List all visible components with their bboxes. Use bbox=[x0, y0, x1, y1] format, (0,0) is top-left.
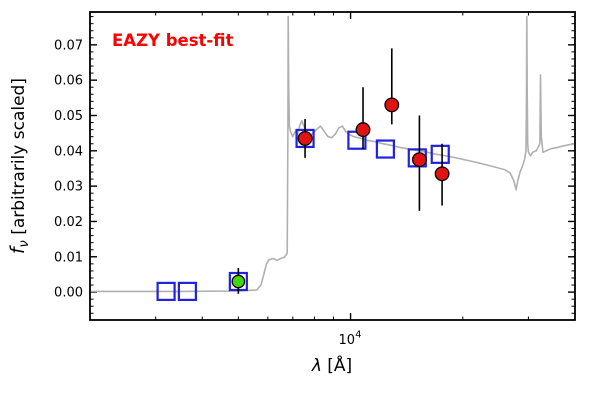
photometry-point bbox=[297, 130, 313, 146]
photometry-point bbox=[384, 97, 400, 113]
y-tick-label: 0.06 bbox=[54, 74, 83, 89]
model-photometry-square bbox=[430, 144, 450, 164]
model-photometry-square bbox=[375, 139, 395, 159]
y-tick-label: 0.00 bbox=[54, 286, 83, 301]
photometry-point bbox=[434, 166, 450, 182]
x-axis-label: λ [Å] bbox=[311, 354, 352, 376]
y-tick-label: 0.03 bbox=[54, 180, 83, 195]
model-photometry-square bbox=[177, 281, 197, 301]
y-axis-label-sub: ν bbox=[17, 240, 32, 247]
model-spectrum bbox=[90, 15, 575, 293]
chart-content: 0.00 0.01 0.02 0.03 0.04 0.05 0.06 0.07 bbox=[54, 12, 575, 320]
y-axis-label-f: f bbox=[8, 245, 29, 254]
plot-frame bbox=[89, 11, 576, 321]
observed-photometry-green bbox=[231, 268, 246, 294]
model-photometry-squares bbox=[156, 128, 450, 301]
x-major-tick-label: 104 bbox=[339, 330, 362, 349]
y-tick-label: 0.02 bbox=[54, 215, 83, 230]
y-axis-label-units: [arbitrarily scaled] bbox=[9, 78, 29, 240]
photometry-point bbox=[411, 152, 427, 168]
photometry-point bbox=[231, 274, 246, 289]
observed-photometry-red bbox=[297, 48, 450, 211]
y-tick-label: 0.04 bbox=[54, 144, 83, 159]
y-axis-label: fν [arbitrarily scaled] bbox=[8, 78, 32, 254]
x-tick-base: 10 bbox=[339, 333, 356, 348]
best-fit-label: EAZY best-fit bbox=[112, 31, 233, 50]
y-tick-label: 0.01 bbox=[54, 250, 83, 265]
y-tick-label: 0.05 bbox=[54, 109, 83, 124]
photometry-point bbox=[355, 122, 371, 138]
y-tick-label: 0.07 bbox=[54, 38, 83, 53]
model-photometry-square bbox=[156, 281, 176, 301]
x-axis-label-symbol: λ bbox=[311, 356, 322, 376]
x-axis-label-units: [Å] bbox=[322, 354, 352, 376]
x-tick-exponent: 4 bbox=[355, 330, 361, 341]
